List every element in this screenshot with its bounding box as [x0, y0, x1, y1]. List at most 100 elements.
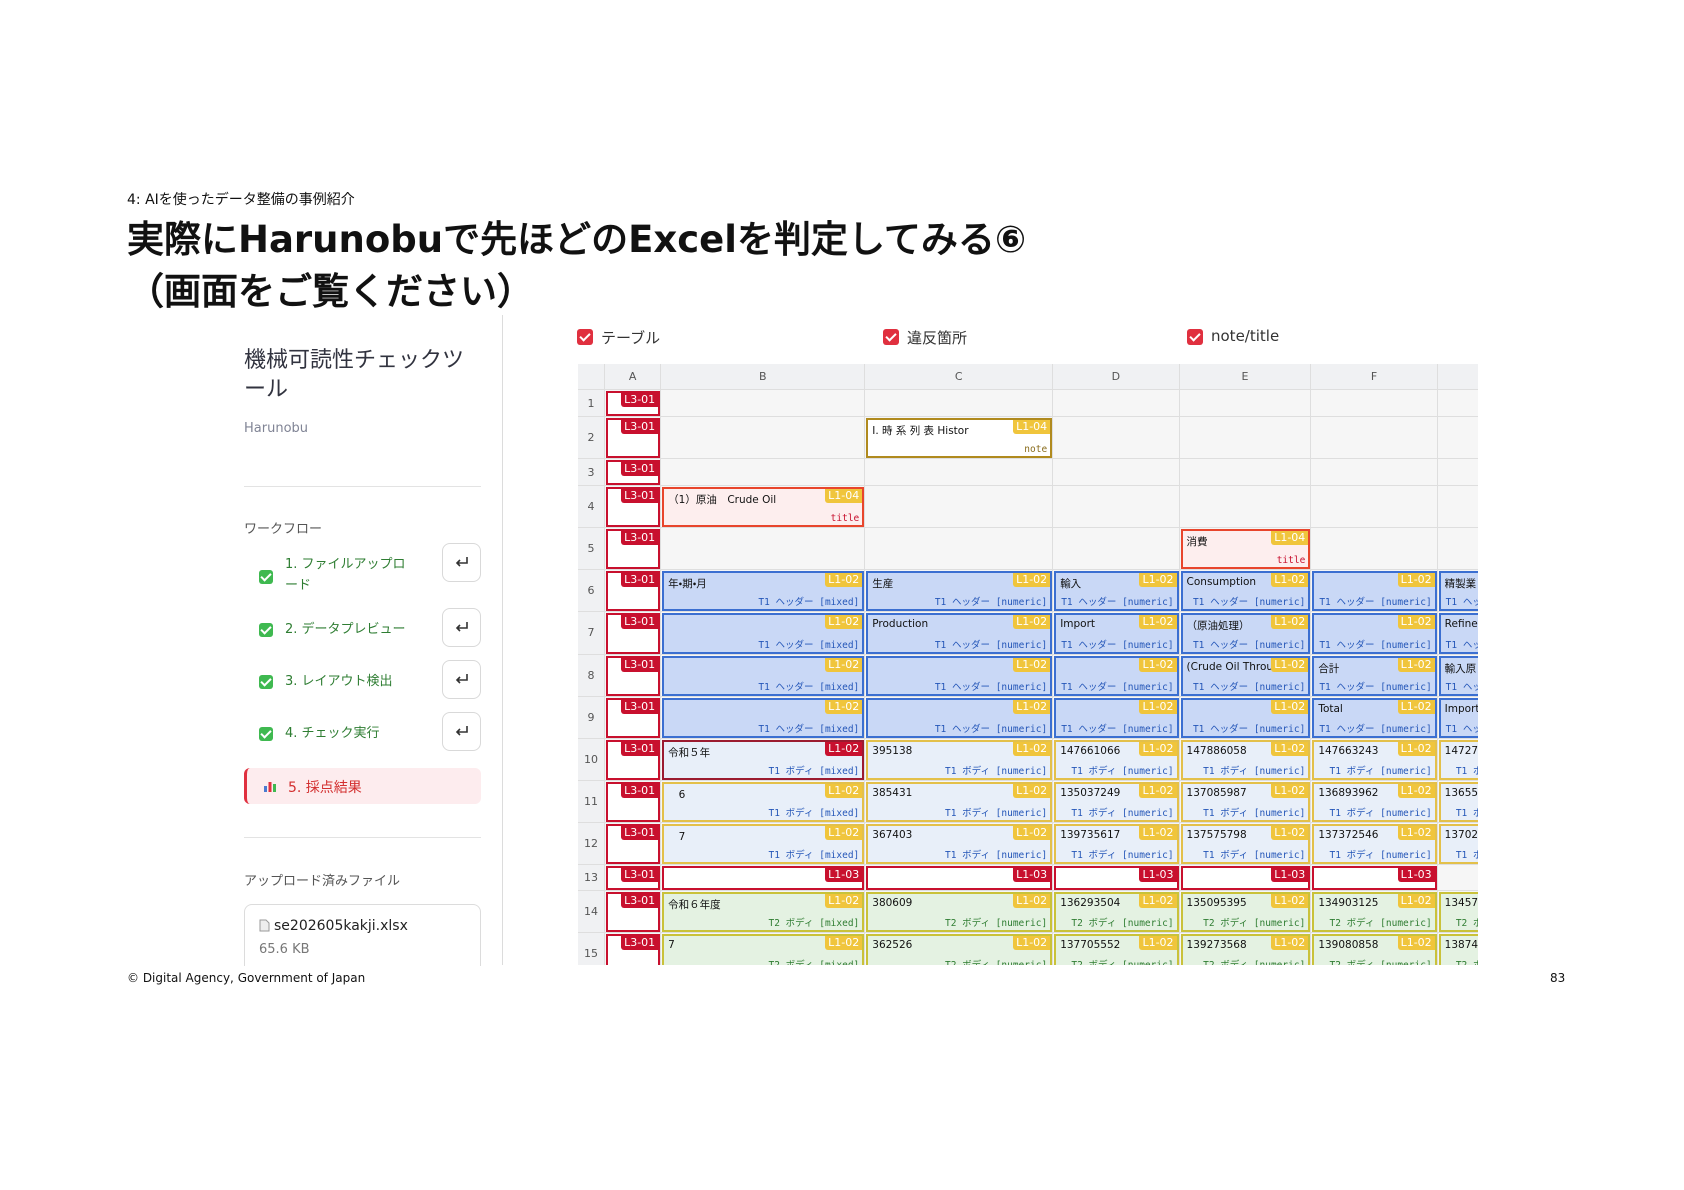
- grid-cell: [865, 570, 1054, 613]
- annotated-cell: 生産 L1-02 T1 ヘッダー [numeric]: [866, 571, 1053, 612]
- rule-badge: L1-02: [1139, 699, 1177, 714]
- annotated-cell: 137085987 L1-02 T1 ボディ [numeric]: [1180, 781, 1311, 822]
- cell-text: 生産: [872, 578, 894, 591]
- active-step-label: 5. 採点結果: [288, 780, 362, 796]
- annotated-cell: L3-01: [606, 571, 661, 612]
- rule-badge: L3-01: [621, 783, 659, 798]
- rule-badge: L3-01: [621, 462, 659, 477]
- workflow-step[interactable]: 4. チェック実行: [285, 726, 380, 741]
- row-header: 4: [578, 486, 605, 529]
- grid-cell: [1311, 528, 1438, 571]
- cell-text: Refiner: [1444, 618, 1478, 631]
- cell-text: 1370240: [1444, 829, 1478, 841]
- cell-text: 1345763: [1444, 897, 1478, 910]
- return-button[interactable]: [442, 608, 481, 647]
- cell-tag: T1 ヘッダー [numeric]: [1061, 639, 1174, 651]
- rule-badge: L1-04: [825, 489, 863, 504]
- rule-badge: L1-02: [1397, 894, 1435, 909]
- annotated-cell: L1-02 T1 ヘッダー [numeric]: [866, 655, 1053, 696]
- grid-cell: [661, 459, 866, 487]
- toggle-checkbox[interactable]: [1187, 329, 1203, 345]
- workflow-step[interactable]: 3. レイアウト検出: [285, 674, 393, 689]
- grid-cell: [1437, 823, 1478, 866]
- rule-badge: L1-02: [825, 741, 863, 756]
- rule-badge: L3-01: [621, 531, 659, 546]
- grid-cell: [1311, 570, 1438, 613]
- annotated-cell: L1-02 T1 ヘッダー [numeric]: [866, 697, 1053, 738]
- rule-badge: L1-02: [1271, 741, 1309, 756]
- file-icon: [259, 919, 270, 932]
- column-header: D: [1053, 364, 1180, 390]
- annotated-cell: 令和５年 L1-02 T1 ボディ [mixed]: [662, 739, 865, 780]
- grid-cell: [605, 459, 662, 487]
- cell-tag: T1 ボディ [numeric]: [1455, 807, 1478, 819]
- grid-cell: [1311, 389, 1438, 417]
- toggle-checkbox[interactable]: [883, 329, 899, 345]
- cell-text: 精製業: [1444, 578, 1477, 591]
- rule-badge: L1-02: [1013, 936, 1051, 951]
- annotated-cell: L1-02 T1 ヘッダー [numeric]: [1180, 697, 1311, 738]
- return-button[interactable]: [442, 543, 481, 582]
- cell-tag: T1 ボディ [numeric]: [944, 765, 1048, 777]
- rule-badge: L1-02: [1397, 741, 1435, 756]
- rule-badge: L1-02: [1397, 615, 1435, 630]
- rule-badge: L1-02: [1139, 615, 1177, 630]
- annotated-cell: L3-01: [606, 892, 661, 933]
- rule-badge: L3-01: [621, 657, 659, 672]
- annotated-cell: L3-01: [606, 529, 661, 570]
- app-title: 機械可読性チェックツール: [244, 348, 465, 402]
- grid-cell: [865, 528, 1054, 571]
- annotated-cell: 137372546 L1-02 T1 ボディ [numeric]: [1312, 824, 1437, 865]
- grid-cell: [661, 780, 866, 823]
- annotated-cell: L1-03: [866, 866, 1053, 891]
- check-icon: [259, 727, 273, 741]
- cell-text: Production: [872, 618, 929, 631]
- rule-badge: L1-02: [825, 573, 863, 588]
- annotated-cell: L3-01: [606, 934, 661, 965]
- annotated-cell: L1-02 T1 ヘッダー [numeric]: [1312, 571, 1437, 612]
- grid-cell: [1053, 933, 1180, 965]
- column-header: A: [605, 364, 662, 390]
- cell-tag: T1 ヘッダー [numeric]: [1319, 723, 1432, 735]
- cell-text: 137705552: [1060, 939, 1121, 952]
- grid-cell: [661, 696, 866, 739]
- row-header: 10: [578, 738, 605, 781]
- chart-icon: [264, 782, 276, 792]
- annotated-cell: 令和６年度 L1-02 T2 ボディ [mixed]: [662, 892, 865, 933]
- annotated-cell: Consumption L1-02 T1 ヘッダー [numeric]: [1180, 571, 1311, 612]
- row-header: 15: [578, 933, 605, 965]
- grid-cell: [865, 823, 1054, 866]
- cell-tag: T1 ヘッダー [numeric]: [1061, 723, 1174, 735]
- rule-badge: L1-02: [825, 615, 863, 630]
- grid-cell: [661, 416, 866, 460]
- rule-badge: L1-02: [1271, 936, 1309, 951]
- sidebar-border: [502, 315, 503, 965]
- grid-cell: [1179, 823, 1312, 866]
- row-header: 14: [578, 891, 605, 934]
- return-button[interactable]: [442, 660, 481, 699]
- cell-text: 137085987: [1186, 786, 1247, 799]
- rule-badge: L1-02: [825, 699, 863, 714]
- grid-cell: [1311, 612, 1438, 655]
- active-step[interactable]: [244, 768, 481, 804]
- cell-text: 395138: [872, 744, 913, 757]
- annotated-cell: 1370240 T1 ボディ [numeric]: [1438, 824, 1478, 865]
- cell-tag: T1 ボディ [numeric]: [1203, 850, 1306, 862]
- annotated-cell: Production L1-02 T1 ヘッダー [numeric]: [866, 613, 1053, 654]
- toggle-label: note/title: [1211, 327, 1280, 345]
- annotated-cell: 147663243 L1-02 T1 ボディ [numeric]: [1312, 739, 1437, 780]
- rule-badge: L1-02: [825, 783, 863, 798]
- workflow-step[interactable]: 2. データプレビュー: [285, 622, 406, 637]
- cell-tag: T1 ヘッダー [mixed]: [758, 723, 860, 735]
- cell-tag: T2 ボディ [numeric]: [1203, 918, 1306, 930]
- workflow-step[interactable]: 1. ファイルアップロード: [285, 557, 406, 593]
- toggle-checkbox[interactable]: [577, 329, 593, 345]
- cell-tag: T2 ボディ [numeric]: [1329, 918, 1432, 930]
- grid-cell: [661, 933, 866, 965]
- cell-text: 137575798: [1186, 829, 1247, 841]
- slide-title: （画面をご覧ください）: [127, 270, 534, 313]
- row-header: 9: [578, 696, 605, 739]
- cell-tag: T1 ボディ [numeric]: [1329, 807, 1432, 819]
- return-button[interactable]: [442, 712, 481, 751]
- grid-cell: [1179, 612, 1312, 655]
